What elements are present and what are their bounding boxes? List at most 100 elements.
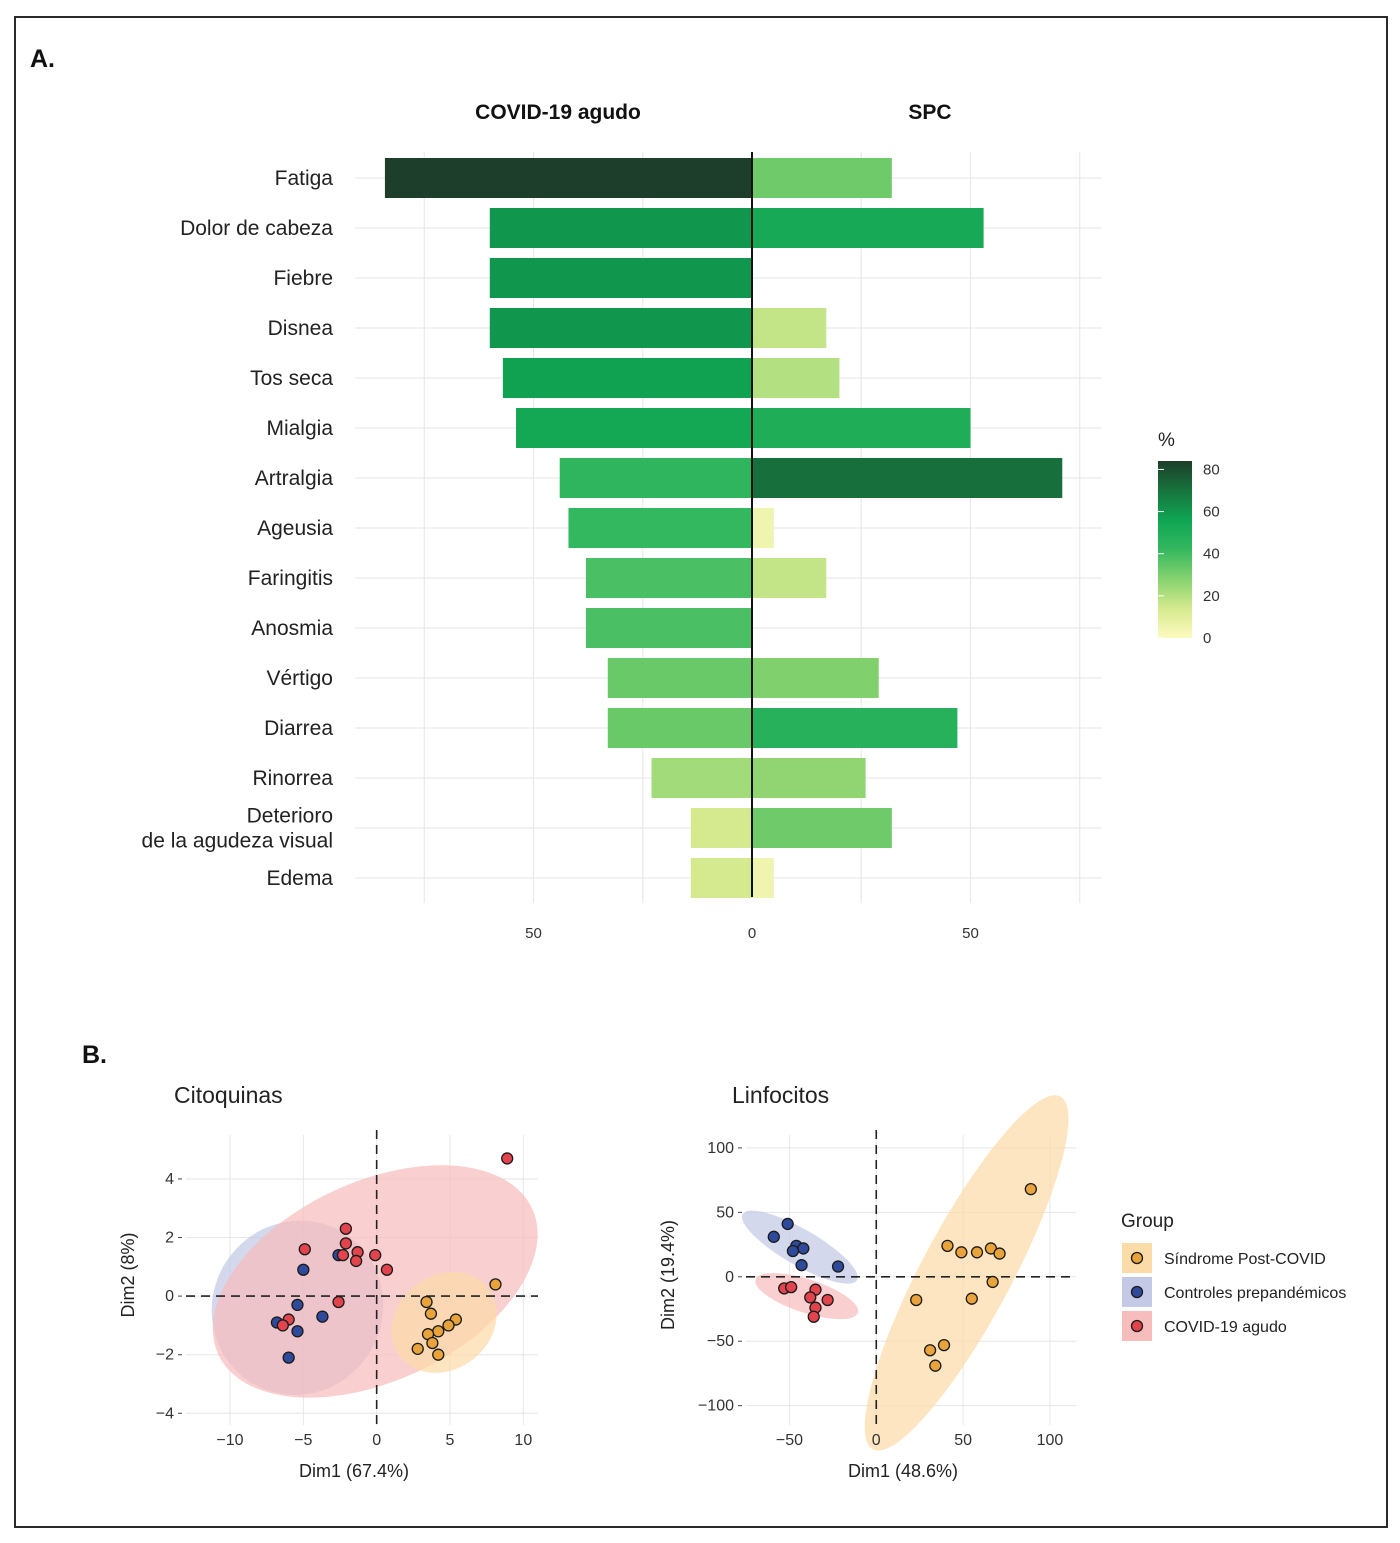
category-label: Artralgia <box>255 467 334 490</box>
data-point <box>831 1260 845 1273</box>
data-point <box>804 1291 817 1304</box>
data-point <box>349 1254 363 1268</box>
data-point <box>785 1280 798 1294</box>
group-legend-items: Síndrome Post-COVID Controles prepandémic… <box>1122 1243 1346 1341</box>
legend-tick-label: 80 <box>1203 461 1220 478</box>
symptom-diverging-bar-chart: COVID-19 agudo SPC Fatiga Dolor de cabeza… <box>142 101 1220 942</box>
legend-colorbar <box>1158 461 1192 638</box>
cytokine-axes <box>186 1130 538 1425</box>
data-point <box>336 1248 350 1262</box>
category-label: Edema <box>266 867 333 890</box>
right-panel-title: SPC <box>908 101 951 124</box>
cytokine-plot-title: Citoquinas <box>174 1082 283 1108</box>
bar-acute <box>489 258 752 298</box>
x-tick-label: 0 <box>372 1432 381 1449</box>
data-point <box>316 1310 329 1323</box>
data-point <box>420 1295 433 1309</box>
x-tick-labels: 50 0 50 <box>525 925 979 942</box>
bar-acute <box>502 358 752 398</box>
lymphocyte-tick-labels: −50 0 50 100 100 50 0 −50 −100 <box>698 1140 1063 1449</box>
data-point <box>501 1152 514 1165</box>
data-point <box>955 1246 968 1259</box>
category-label: Fatiga <box>275 167 334 190</box>
bar-spc <box>752 208 984 248</box>
bar-acute <box>690 858 752 898</box>
bar-acute <box>585 558 752 598</box>
legend-title: % <box>1158 430 1175 451</box>
color-legend: % 80 60 40 20 0 <box>1158 430 1220 647</box>
data-point <box>426 1336 439 1350</box>
y-tick-label: −50 <box>707 1333 734 1350</box>
legend-marker <box>1130 1285 1144 1299</box>
confidence-ellipse <box>864 1095 1069 1451</box>
bar-spc <box>752 808 892 848</box>
panel-a-label: A. <box>30 45 55 73</box>
bar-acute <box>384 158 752 198</box>
data-point <box>282 1351 295 1364</box>
lymphocyte-pca-plot: Linfocitos Dim1 (48.6%) Dim2 (19.4%) −50… <box>658 1082 1076 1481</box>
category-label: Tos seca <box>250 367 333 390</box>
lymphocyte-plot-title: Linfocitos <box>732 1082 829 1108</box>
data-point <box>821 1293 834 1307</box>
x-tick-label: −5 <box>294 1432 312 1449</box>
x-tick-label: 50 <box>954 1432 972 1449</box>
bar-spc <box>752 458 1063 498</box>
bar-spc <box>752 758 866 798</box>
category-label: Dolor de cabeza <box>180 217 333 240</box>
cytokine-x-axis-label: Dim1 (67.4%) <box>299 1461 409 1481</box>
legend-tick-label: 20 <box>1203 588 1220 605</box>
data-point <box>332 1295 345 1309</box>
lymphocyte-x-axis-label: Dim1 (48.6%) <box>848 1461 958 1481</box>
data-point <box>807 1310 820 1323</box>
data-point <box>291 1298 304 1312</box>
y-tick-label: −2 <box>156 1347 174 1364</box>
bar-spc <box>752 308 827 348</box>
category-label: Vértigo <box>266 667 333 690</box>
x-tick-label: 50 <box>525 925 542 942</box>
category-label: Rinorrea <box>252 767 333 790</box>
category-label: Diarrea <box>264 717 333 740</box>
bar-spc <box>752 708 958 748</box>
group-legend-title: Group <box>1121 1211 1174 1232</box>
data-point <box>291 1325 304 1338</box>
bar-acute <box>559 458 752 498</box>
y-tick-label: 50 <box>716 1204 734 1221</box>
data-point <box>993 1247 1006 1260</box>
bar-spc <box>752 408 971 448</box>
data-point <box>432 1348 445 1361</box>
bar-acute <box>585 608 752 648</box>
bar-acute <box>516 408 752 448</box>
bar-spc <box>752 858 774 898</box>
data-point <box>276 1319 289 1332</box>
data-point <box>339 1237 353 1250</box>
bar-spc <box>752 658 879 698</box>
category-label: Faringitis <box>248 567 333 590</box>
data-point <box>965 1292 978 1305</box>
category-label: Anosmia <box>251 617 333 640</box>
data-point <box>380 1263 394 1276</box>
bar-acute <box>489 208 752 248</box>
bar-spc <box>752 158 892 198</box>
category-labels: Fatiga Dolor de cabeza Fiebre Disnea Tos sec… <box>142 167 334 890</box>
bar-acute <box>489 308 752 348</box>
cytokine-y-axis-label: Dim2 (8%) <box>118 1232 138 1317</box>
category-label: Ageusia <box>257 517 333 540</box>
cytokine-points <box>270 1152 514 1364</box>
legend-tick-label: 0 <box>1203 630 1211 647</box>
bar-acute <box>651 758 752 798</box>
lymphocyte-axes <box>746 1130 1076 1425</box>
bar-acute <box>607 708 752 748</box>
y-tick-label: 100 <box>707 1140 734 1157</box>
category-label: Mialgia <box>266 417 333 440</box>
x-tick-label: −10 <box>216 1432 243 1449</box>
left-panel-title: COVID-19 agudo <box>475 101 641 124</box>
data-point <box>298 1243 311 1256</box>
x-tick-label: 0 <box>748 925 756 942</box>
bar-acute <box>568 508 752 548</box>
y-tick-label: −4 <box>156 1405 174 1422</box>
y-tick-label: −100 <box>698 1398 734 1415</box>
data-point <box>910 1293 923 1307</box>
data-point <box>767 1230 780 1243</box>
data-point <box>297 1263 310 1276</box>
category-label: Disnea <box>268 317 334 340</box>
